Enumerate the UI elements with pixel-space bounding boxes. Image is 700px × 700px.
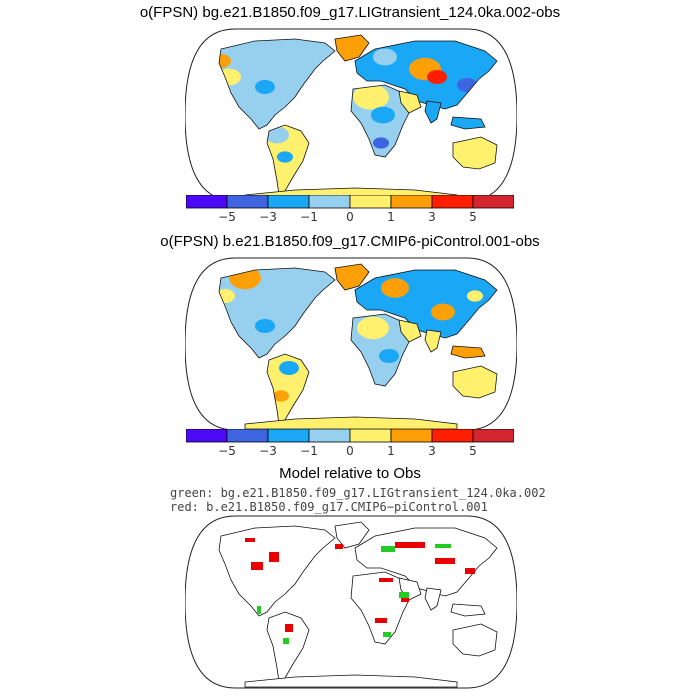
- green-legend-label: green: bg.e21.B1850.f09_g17.LIGtransient…: [170, 486, 546, 500]
- colorbar-tick-label: 5: [469, 210, 477, 224]
- colorbar-swatch: [226, 429, 269, 443]
- colorbar-tick-label: 1: [387, 210, 395, 224]
- colorbar-swatch: [186, 195, 228, 209]
- panel1-map: [185, 28, 517, 202]
- comparison-title: Model relative to Obs: [279, 465, 421, 482]
- colorbar-swatch: [308, 429, 351, 443]
- colorbar-swatch: [349, 429, 392, 443]
- colorbar-tick-label: −5: [218, 444, 236, 458]
- colorbar-tick-label: 3: [428, 210, 436, 224]
- colorbar-swatch: [226, 195, 269, 209]
- colorbar-tick-label: −3: [259, 210, 277, 224]
- colorbar-swatch: [431, 195, 474, 209]
- red-legend-label: red: b.e21.B1850.f09_g17.CMIP6−piControl…: [170, 500, 488, 514]
- colorbar-swatch: [472, 195, 514, 209]
- panel2-title: o(FPSN) b.e21.B1850.f09_g17.CMIP6-piCont…: [160, 233, 540, 250]
- colorbar-swatch: [308, 195, 351, 209]
- colorbar-tick-label: 1: [387, 444, 395, 458]
- colorbar-swatch: [472, 429, 514, 443]
- colorbar-swatch: [267, 429, 310, 443]
- colorbar-tick-label: 3: [428, 444, 436, 458]
- colorbar-tick-label: 0: [346, 444, 354, 458]
- colorbar-swatch: [390, 195, 433, 209]
- colorbar-swatch: [186, 429, 228, 443]
- colorbar-tick-label: −3: [259, 444, 277, 458]
- colorbar-tick-label: −5: [218, 210, 236, 224]
- panel1-title: o(FPSN) bg.e21.B1850.f09_g17.LIGtransien…: [139, 4, 561, 21]
- colorbar-swatch: [390, 429, 433, 443]
- colorbar-tick-label: −1: [300, 210, 318, 224]
- panel2-colorbar: −5 −3 −1 0 1 3 5: [186, 429, 514, 458]
- colorbar-tick-label: 0: [346, 210, 354, 224]
- panel2-map: [185, 257, 517, 431]
- colorbar-swatch: [349, 195, 392, 209]
- comparison-map: [185, 515, 517, 689]
- colorbar-tick-label: 5: [469, 444, 477, 458]
- colorbar-swatch: [267, 195, 310, 209]
- colorbar-swatch: [431, 429, 474, 443]
- panel1-colorbar: −5 −3 −1 0 1 3 5: [186, 195, 514, 224]
- colorbar-tick-label: −1: [300, 444, 318, 458]
